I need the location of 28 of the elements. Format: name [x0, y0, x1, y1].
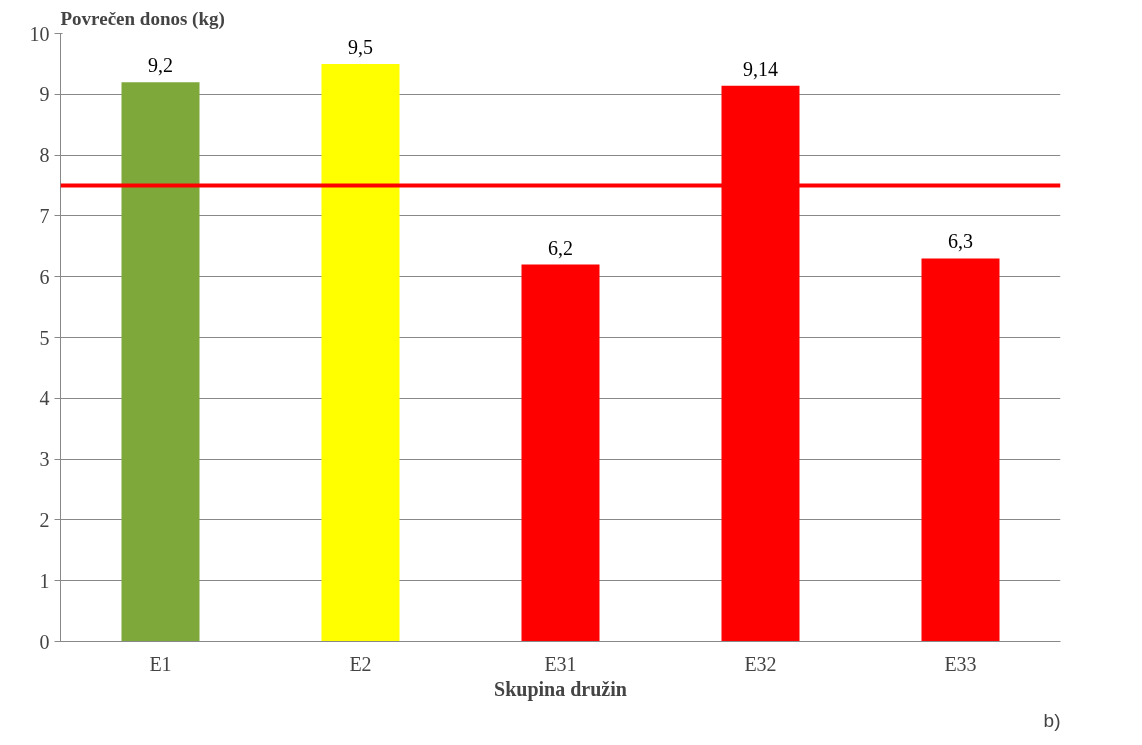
y-tick-label: 10 [29, 22, 50, 45]
data-label: 6,3 [948, 230, 973, 253]
y-tick-label: 1 [39, 569, 50, 592]
x-tick-label: E31 [544, 652, 577, 675]
y-tick-label: 6 [39, 265, 50, 288]
y-tick-label: 3 [39, 448, 50, 471]
x-axis-title: Skupina družin [494, 677, 627, 701]
x-tick-label: E2 [349, 652, 372, 675]
x-tick-label: E33 [944, 652, 977, 675]
data-label: 9,14 [743, 57, 778, 80]
x-tick-label: E32 [744, 652, 777, 675]
text: b) [1043, 709, 1061, 731]
y-axis-title: Povrečen donos (kg) [60, 7, 225, 30]
data-label: 9,2 [148, 54, 173, 77]
y-tick-label: 2 [39, 508, 50, 531]
bar [521, 264, 600, 642]
bar [321, 63, 400, 642]
y-tick-label: 9 [39, 83, 50, 106]
y-tick-label: 4 [39, 387, 50, 410]
x-tick-label: E1 [149, 652, 172, 675]
bar [921, 258, 1000, 642]
y-tick-label: 5 [39, 326, 50, 349]
data-label: 6,2 [548, 236, 573, 259]
y-tick-label: 8 [39, 144, 50, 167]
y-tick-label: 0 [39, 630, 50, 653]
data-label: 9,5 [348, 35, 373, 58]
bar [121, 82, 200, 642]
y-tick-label: 7 [39, 204, 50, 227]
